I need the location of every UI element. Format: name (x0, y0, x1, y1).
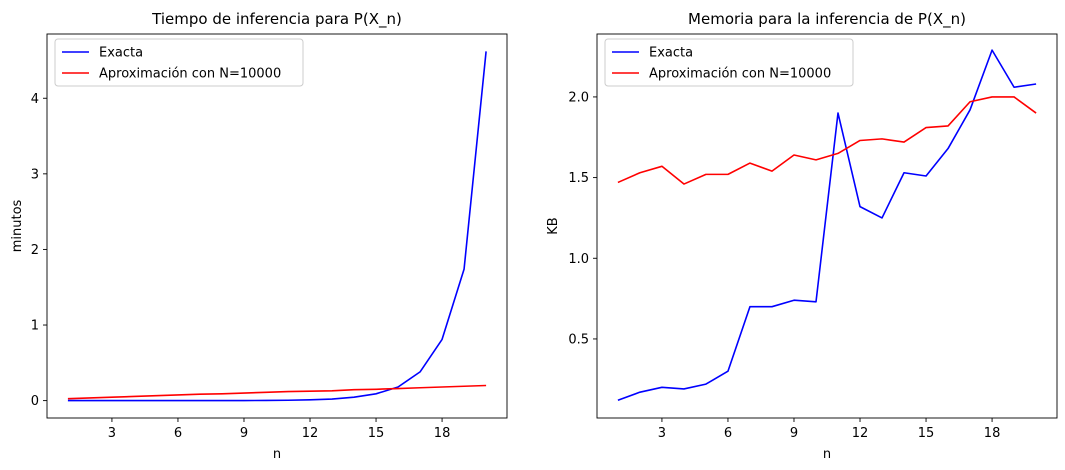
x-tick-label: 12 (302, 426, 319, 441)
y-tick-label: 0 (31, 394, 39, 409)
chart-title: Memoria para la inferencia de P(X_n) (688, 10, 966, 29)
legend-entry: Aproximación con N=10000 (649, 67, 831, 82)
legend-entry: Exacta (649, 46, 693, 61)
x-tick-label: 9 (240, 426, 248, 441)
plot-frame (46, 33, 508, 419)
x-axis-label: n (823, 447, 831, 462)
x-tick-label: 9 (790, 426, 798, 441)
legend: Exacta Aproximación con N=10000 (54, 38, 304, 87)
y-tick-label: 4 (31, 92, 39, 107)
chart-title: Tiempo de inferencia para P(X_n) (151, 10, 402, 29)
y-tick-label: 2.0 (568, 90, 589, 105)
series-line-aproximacion (617, 96, 1037, 185)
legend-entry: Exacta (99, 46, 143, 61)
x-tick-label: 3 (658, 426, 666, 441)
x-tick-label: 6 (724, 426, 732, 441)
x-tick-label: 18 (434, 426, 451, 441)
series-line-aproximacion (67, 384, 487, 400)
y-tick-label: 0.5 (568, 332, 589, 347)
y-tick-label: 2 (31, 243, 39, 258)
y-tick-label: 1.0 (568, 252, 589, 267)
legend-box (54, 38, 304, 87)
x-tick-label: 15 (918, 426, 935, 441)
x-tick-label: 3 (108, 426, 116, 441)
y-tick-label: 1 (31, 319, 39, 334)
plot-frame (596, 33, 1058, 419)
x-tick-label: 15 (368, 426, 385, 441)
y-tick-label: 3 (31, 167, 39, 182)
series-line-exacta (617, 49, 1037, 402)
y-tick-label: 1.5 (568, 171, 589, 186)
x-axis-label: n (273, 447, 281, 462)
x-tick-label: 6 (174, 426, 182, 441)
series-line-exacta (67, 51, 487, 402)
y-axis-label: minutos (10, 199, 25, 252)
legend-entry: Aproximación con N=10000 (99, 67, 281, 82)
chart-panel-time: Tiempo de inferencia para P(X_n)3 6 9 12 15 1… (10, 10, 508, 462)
y-axis-label: KB (546, 217, 561, 234)
legend: Exacta Aproximación con N=10000 (604, 38, 854, 87)
x-tick-label: 12 (852, 426, 869, 441)
chart-panel-memory: Memoria para la inferencia de P(X_n) 3 6 9 1… (546, 10, 1058, 462)
x-tick-label: 18 (984, 426, 1001, 441)
legend-box (604, 38, 854, 87)
